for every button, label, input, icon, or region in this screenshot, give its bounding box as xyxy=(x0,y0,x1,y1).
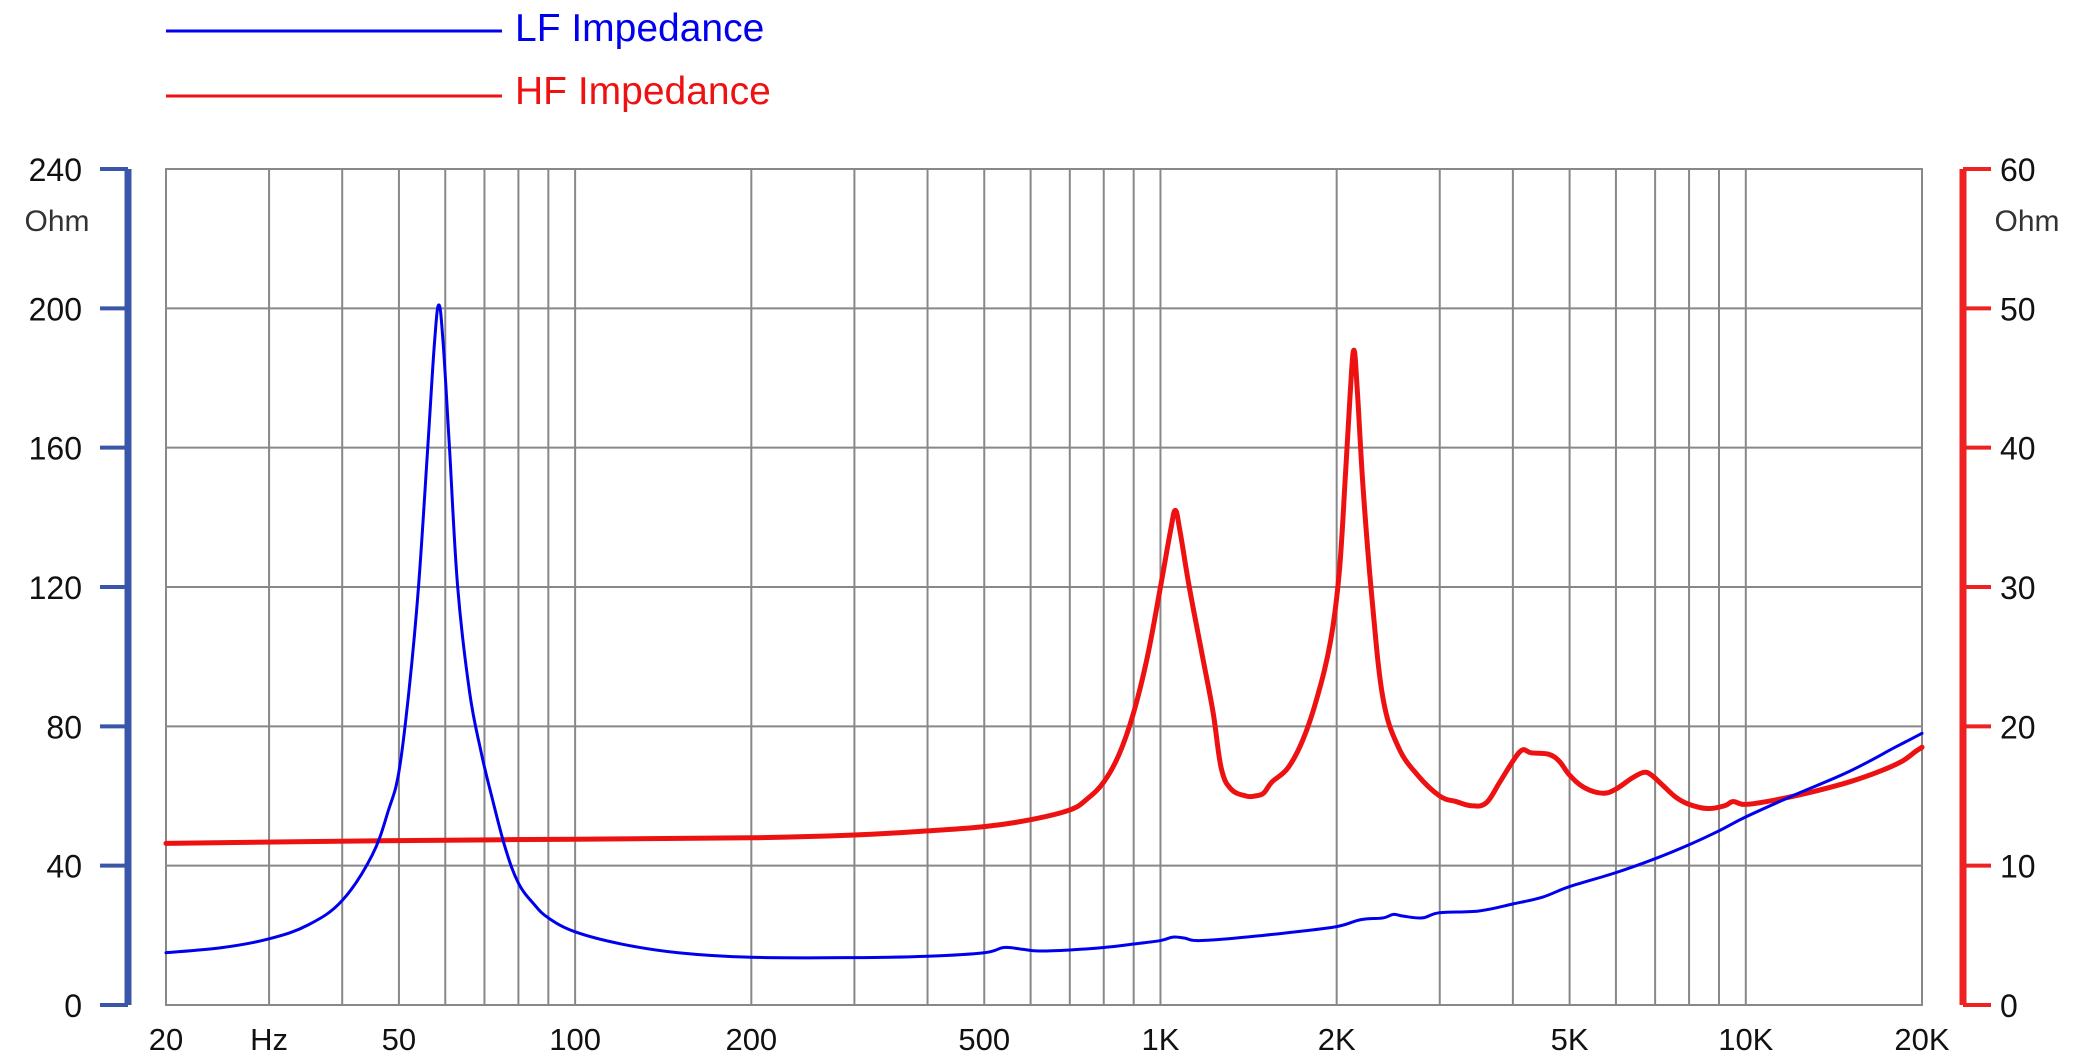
x-axis-tick-label: 200 xyxy=(725,1022,777,1056)
x-axis-tick-label: Hz xyxy=(250,1022,288,1056)
left-axis: Ohm 0 40 80 120 160 200 240 xyxy=(24,152,132,1024)
left-axis-tick-label: 200 xyxy=(29,291,82,327)
x-axis-tick-label: 1K xyxy=(1142,1022,1180,1056)
right-axis-tick-label: 30 xyxy=(2000,570,2036,606)
hf-impedance-line xyxy=(163,347,1925,846)
left-axis-tick-label: 0 xyxy=(64,988,82,1024)
left-axis-tick-label: 80 xyxy=(46,709,82,745)
left-axis-tick-label: 240 xyxy=(29,152,82,188)
right-axis-tick-label: 50 xyxy=(2000,291,2036,327)
right-axis-tick-label: 0 xyxy=(2000,988,2018,1024)
right-axis-tick-label: 60 xyxy=(2000,152,2036,188)
right-axis: Ohm 0 10 20 30 40 50 60 xyxy=(1959,152,2060,1024)
legend-label-hf: HF Impedance xyxy=(515,70,771,113)
left-axis-tick-label: 160 xyxy=(29,431,82,467)
grid xyxy=(165,168,1923,1006)
x-axis-tick-label: 20K xyxy=(1894,1022,1949,1056)
plot-frame xyxy=(165,168,1923,1006)
x-axis-tick-label: 20 xyxy=(149,1022,183,1056)
left-axis-unit: Ohm xyxy=(24,205,89,238)
legend-label-lf: LF Impedance xyxy=(515,7,764,50)
right-axis-tick-label: 40 xyxy=(2000,431,2036,467)
x-axis-tick-label: 50 xyxy=(382,1022,416,1056)
x-axis-tick-label: 10K xyxy=(1718,1022,1773,1056)
left-axis-tick-label: 40 xyxy=(46,849,82,885)
series-layer xyxy=(163,303,1925,960)
x-axis-tick-label: 500 xyxy=(958,1022,1010,1056)
right-axis-tick-label: 10 xyxy=(2000,849,2036,885)
left-axis-tick-label: 120 xyxy=(29,570,82,606)
legend: LF Impedance HF Impedance xyxy=(166,7,771,113)
x-axis-ticks: 20 Hz 50 100 200 500 1K 2K 5K 10K 20K xyxy=(149,1022,1950,1056)
x-axis-tick-label: 5K xyxy=(1551,1022,1589,1056)
x-axis-tick-label: 2K xyxy=(1318,1022,1356,1056)
right-axis-unit: Ohm xyxy=(1994,205,2059,238)
x-axis-tick-label: 100 xyxy=(549,1022,601,1056)
right-axis-tick-label: 20 xyxy=(2000,709,2036,745)
lf-impedance-line xyxy=(164,303,1924,960)
